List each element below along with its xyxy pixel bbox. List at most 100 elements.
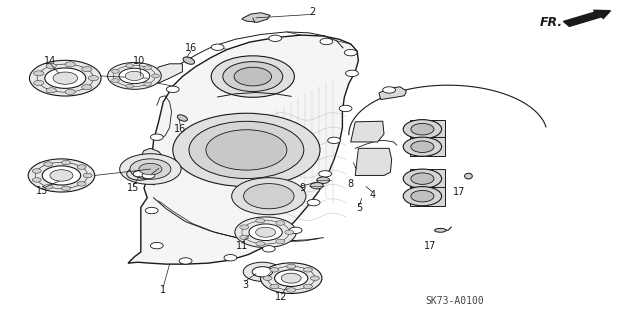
Circle shape — [130, 159, 171, 179]
Circle shape — [206, 130, 287, 170]
Text: 11: 11 — [236, 241, 248, 251]
Circle shape — [256, 219, 265, 223]
Circle shape — [61, 186, 70, 190]
Circle shape — [320, 38, 333, 45]
Circle shape — [310, 182, 323, 189]
Circle shape — [46, 63, 56, 69]
Text: 15: 15 — [127, 183, 140, 193]
Text: 10: 10 — [133, 56, 146, 66]
Circle shape — [339, 105, 352, 112]
Circle shape — [317, 177, 330, 183]
Circle shape — [142, 172, 155, 179]
Polygon shape — [355, 148, 392, 175]
Circle shape — [88, 76, 99, 81]
Text: 5: 5 — [356, 203, 363, 213]
Circle shape — [179, 258, 192, 264]
Circle shape — [150, 242, 163, 249]
Circle shape — [223, 62, 283, 92]
Text: 16: 16 — [184, 43, 197, 54]
Circle shape — [82, 67, 92, 72]
Circle shape — [346, 70, 358, 77]
Circle shape — [262, 246, 275, 252]
Circle shape — [83, 173, 92, 178]
Circle shape — [303, 268, 312, 272]
Polygon shape — [128, 35, 358, 264]
Circle shape — [244, 184, 294, 209]
Circle shape — [126, 84, 134, 88]
Circle shape — [255, 227, 276, 237]
Circle shape — [403, 120, 442, 139]
Circle shape — [53, 72, 77, 84]
Text: 4: 4 — [369, 189, 376, 200]
Circle shape — [189, 121, 304, 179]
Circle shape — [34, 80, 44, 85]
Bar — [410, 169, 445, 188]
Polygon shape — [242, 13, 270, 22]
Circle shape — [44, 162, 53, 166]
Circle shape — [125, 71, 143, 80]
Circle shape — [111, 70, 119, 73]
Circle shape — [383, 87, 396, 93]
Ellipse shape — [183, 57, 195, 64]
Circle shape — [77, 165, 86, 169]
Text: SK73-A0100: SK73-A0100 — [425, 296, 484, 307]
Text: 8: 8 — [348, 179, 354, 189]
Text: 1: 1 — [160, 285, 166, 295]
Text: FR.: FR. — [540, 17, 563, 29]
Circle shape — [403, 169, 442, 188]
Circle shape — [144, 82, 152, 86]
Circle shape — [411, 141, 434, 152]
Ellipse shape — [177, 115, 188, 121]
Circle shape — [240, 235, 249, 240]
Circle shape — [42, 166, 81, 185]
Circle shape — [111, 78, 119, 82]
FancyArrow shape — [563, 10, 611, 26]
Circle shape — [269, 35, 282, 41]
Circle shape — [126, 64, 134, 68]
Circle shape — [133, 171, 146, 177]
Bar — [410, 120, 445, 139]
Text: 7: 7 — [353, 167, 360, 177]
Bar — [410, 187, 445, 206]
Circle shape — [166, 86, 179, 93]
Text: 16: 16 — [174, 124, 187, 134]
Circle shape — [307, 199, 320, 206]
Circle shape — [256, 241, 265, 246]
Circle shape — [260, 263, 322, 293]
Circle shape — [211, 56, 294, 97]
Circle shape — [243, 262, 282, 281]
Circle shape — [287, 288, 296, 292]
Circle shape — [50, 170, 73, 181]
Circle shape — [150, 134, 163, 140]
Circle shape — [34, 71, 44, 76]
Circle shape — [240, 225, 249, 229]
Circle shape — [303, 284, 312, 289]
Circle shape — [275, 270, 308, 286]
Circle shape — [152, 74, 159, 78]
Circle shape — [139, 163, 162, 175]
Circle shape — [65, 89, 76, 94]
Circle shape — [252, 267, 273, 277]
Circle shape — [276, 221, 285, 225]
Circle shape — [46, 88, 56, 93]
Circle shape — [344, 49, 357, 56]
Circle shape — [145, 207, 158, 214]
Circle shape — [270, 268, 279, 272]
Circle shape — [328, 137, 340, 144]
Polygon shape — [154, 64, 182, 83]
Circle shape — [144, 66, 152, 70]
Text: 17: 17 — [453, 187, 466, 197]
Circle shape — [108, 63, 161, 89]
Circle shape — [411, 123, 434, 135]
Circle shape — [232, 178, 306, 215]
Circle shape — [263, 276, 272, 280]
Text: 2: 2 — [309, 7, 316, 17]
Circle shape — [82, 85, 92, 90]
Text: 9: 9 — [299, 183, 305, 193]
Bar — [410, 137, 445, 156]
Text: 3: 3 — [242, 279, 248, 290]
Circle shape — [411, 173, 434, 184]
Circle shape — [270, 284, 279, 289]
Circle shape — [403, 137, 442, 156]
Circle shape — [77, 182, 86, 186]
